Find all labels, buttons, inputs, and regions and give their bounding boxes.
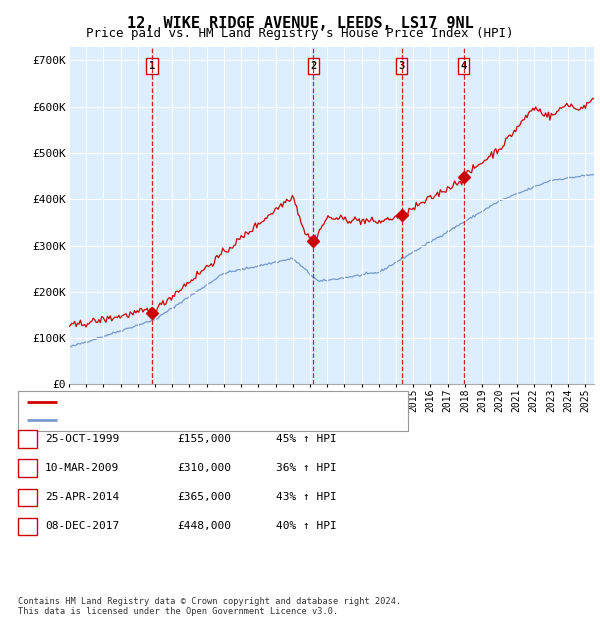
Text: 1: 1 — [149, 61, 155, 71]
Text: 25-APR-2014: 25-APR-2014 — [45, 492, 119, 502]
Text: 43% ↑ HPI: 43% ↑ HPI — [276, 492, 337, 502]
Text: 45% ↑ HPI: 45% ↑ HPI — [276, 434, 337, 444]
Text: £448,000: £448,000 — [177, 521, 231, 531]
Text: 3: 3 — [398, 61, 404, 71]
Text: 36% ↑ HPI: 36% ↑ HPI — [276, 463, 337, 473]
Text: 4: 4 — [461, 61, 467, 71]
Text: 3: 3 — [24, 492, 31, 502]
Text: This data is licensed under the Open Government Licence v3.0.: This data is licensed under the Open Gov… — [18, 607, 338, 616]
Text: £155,000: £155,000 — [177, 434, 231, 444]
Text: 12, WIKE RIDGE AVENUE, LEEDS, LS17 9NL (detached house): 12, WIKE RIDGE AVENUE, LEEDS, LS17 9NL (… — [63, 397, 393, 407]
Text: Contains HM Land Registry data © Crown copyright and database right 2024.: Contains HM Land Registry data © Crown c… — [18, 597, 401, 606]
Text: 25-OCT-1999: 25-OCT-1999 — [45, 434, 119, 444]
Text: 2: 2 — [24, 463, 31, 473]
Text: 4: 4 — [24, 521, 31, 531]
Text: 2: 2 — [310, 61, 316, 71]
Text: 10-MAR-2009: 10-MAR-2009 — [45, 463, 119, 473]
Text: 40% ↑ HPI: 40% ↑ HPI — [276, 521, 337, 531]
Text: Price paid vs. HM Land Registry's House Price Index (HPI): Price paid vs. HM Land Registry's House … — [86, 27, 514, 40]
Text: 12, WIKE RIDGE AVENUE, LEEDS, LS17 9NL: 12, WIKE RIDGE AVENUE, LEEDS, LS17 9NL — [127, 16, 473, 30]
Text: £310,000: £310,000 — [177, 463, 231, 473]
Text: 08-DEC-2017: 08-DEC-2017 — [45, 521, 119, 531]
Text: 1: 1 — [24, 434, 31, 444]
Text: HPI: Average price, detached house, Leeds: HPI: Average price, detached house, Leed… — [63, 415, 309, 425]
Text: £365,000: £365,000 — [177, 492, 231, 502]
